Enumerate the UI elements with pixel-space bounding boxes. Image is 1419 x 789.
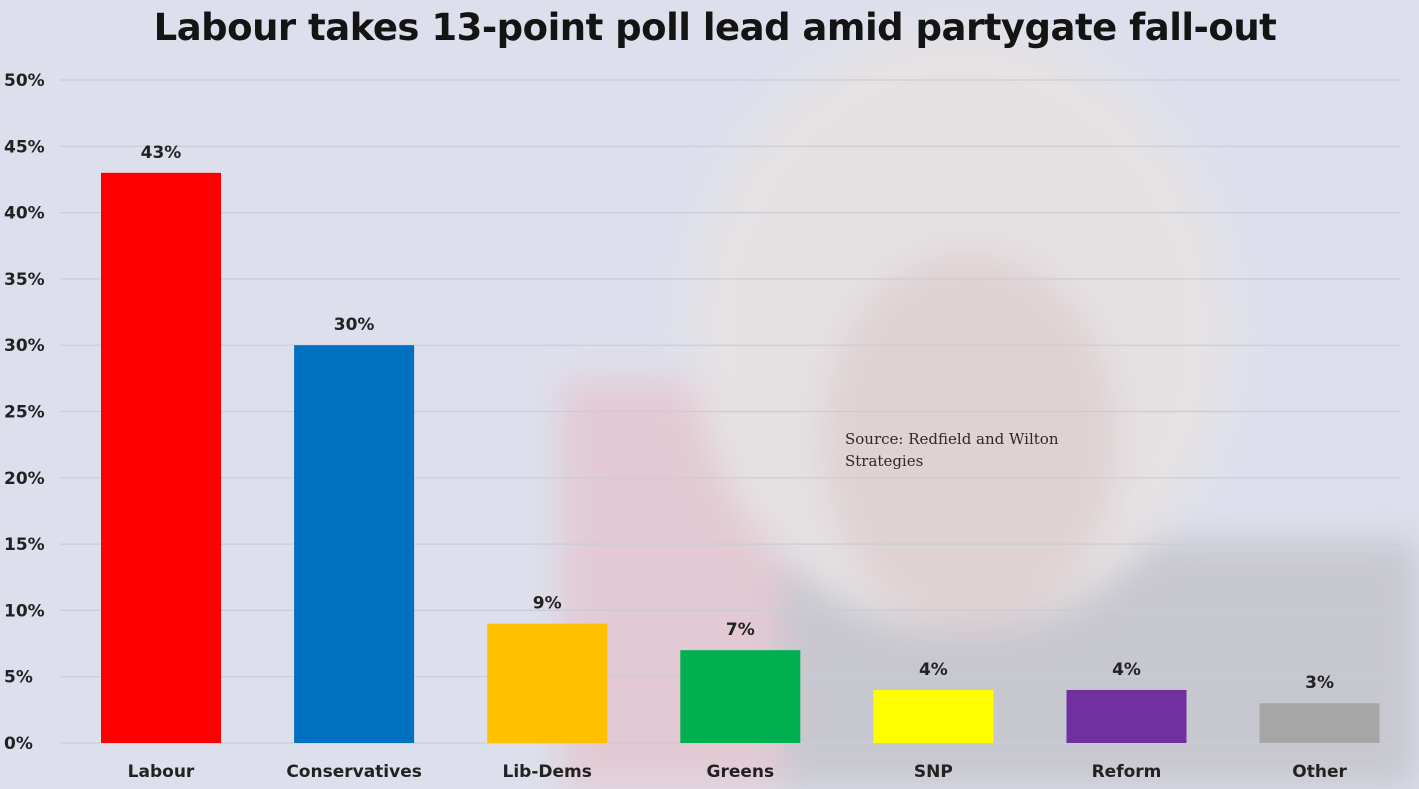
y-tick-label: 30%: [4, 336, 45, 356]
bar-value-label: 4%: [1112, 660, 1141, 680]
y-tick-label: 0%: [4, 734, 33, 754]
bar-value-label: 43%: [141, 143, 182, 163]
bar-snp: [873, 689, 994, 743]
category-label: Reform: [1092, 762, 1162, 782]
category-label: Lib-Dems: [503, 762, 592, 782]
bar-value-labels: 43% 30% 9% 7% 4% 4% 3%: [141, 143, 1334, 693]
category-label: Labour: [128, 762, 195, 782]
y-tick-label: 50%: [4, 71, 45, 91]
category-label: Greens: [706, 762, 774, 782]
bar-conservatives: [294, 345, 415, 743]
y-tick-label: 35%: [4, 270, 45, 290]
bar-value-label: 4%: [919, 660, 948, 680]
bar-other: [1259, 703, 1380, 743]
bar-value-label: 30%: [334, 315, 375, 335]
category-label: Other: [1292, 762, 1347, 782]
bar-lib-dems: [487, 623, 608, 743]
y-axis-tick-labels: 0% 5% 10% 15% 20% 25% 30% 35% 40% 45% 50%: [4, 71, 45, 754]
bar-value-label: 3%: [1305, 673, 1334, 693]
category-label: SNP: [914, 762, 953, 782]
bar-value-label: 9%: [533, 594, 562, 614]
source-annotation: Source: Redfield and Wilton Strategies: [845, 430, 1059, 470]
bar-value-label: 7%: [726, 620, 755, 640]
y-tick-label: 10%: [4, 601, 45, 621]
bar-greens: [680, 650, 801, 743]
y-tick-label: 15%: [4, 535, 45, 555]
bars: [101, 172, 1380, 743]
y-tick-label: 25%: [4, 403, 45, 423]
category-label: Conservatives: [286, 762, 422, 782]
category-labels: Labour Conservatives Lib-Dems Greens SNP Refo…: [128, 762, 1348, 782]
chart-title: Labour takes 13-point poll lead amid par…: [153, 6, 1277, 49]
y-tick-label: 20%: [4, 469, 45, 489]
y-tick-label: 5%: [4, 668, 33, 688]
y-tick-label: 40%: [4, 204, 45, 224]
bar-labour: [101, 172, 221, 743]
bar-reform: [1066, 689, 1187, 743]
y-tick-label: 45%: [4, 137, 45, 157]
gridlines: [60, 79, 1400, 744]
